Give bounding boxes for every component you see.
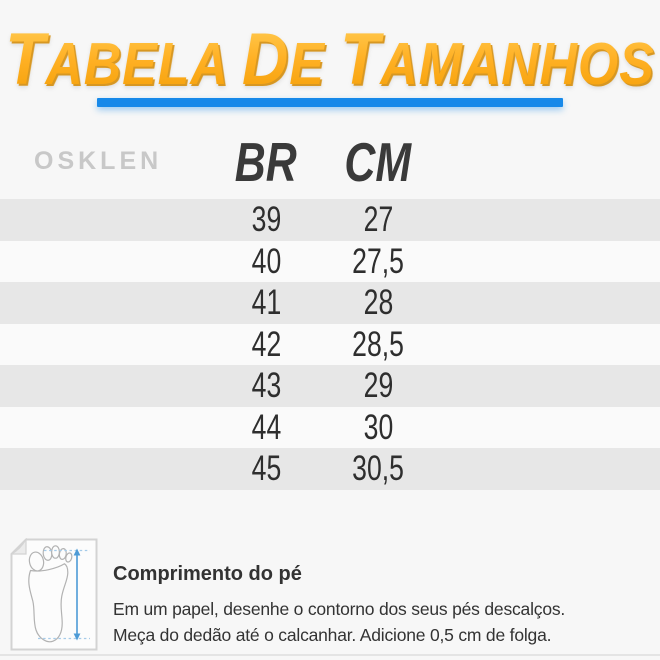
paper-fold <box>11 538 27 555</box>
measure-arrow <box>73 548 81 641</box>
measure-text-block: Comprimento do pé Em um papel, desenhe o… <box>113 538 565 651</box>
cm-size-cell: 29 <box>363 366 393 405</box>
table-header: OSKLEN BR CM <box>0 131 660 199</box>
measure-instruction-line2: Meça do dedão até o calcanhar. Adicione … <box>113 625 552 645</box>
br-size-cell: 42 <box>251 324 281 364</box>
br-size-cell: 41 <box>251 283 281 322</box>
title-underline <box>97 98 563 107</box>
column-header-cm: CM <box>344 131 412 193</box>
title-block: TABELA DE TAMANHOS <box>0 10 660 96</box>
table-row: 44 30 <box>0 406 660 448</box>
measure-heading: Comprimento do pé <box>113 563 302 585</box>
br-size-cell: 40 <box>251 241 281 281</box>
column-header-br: BR <box>235 131 297 193</box>
measure-guide-lines <box>38 549 90 640</box>
foot-measure-icon <box>10 538 98 651</box>
foot-outline <box>28 545 73 643</box>
table-row: 42 28,5 <box>0 323 660 365</box>
br-size-cell: 43 <box>251 366 281 405</box>
cm-size-cell: 28,5 <box>352 324 404 364</box>
cm-size-cell: 28 <box>363 283 393 322</box>
cm-size-cell: 27 <box>363 200 393 239</box>
table-row: 43 29 <box>0 365 660 407</box>
measure-instructions: Comprimento do pé Em um papel, desenhe o… <box>10 538 565 651</box>
cm-size-cell: 27,5 <box>352 241 404 281</box>
br-size-cell: 44 <box>251 407 281 447</box>
bottom-divider <box>0 654 660 656</box>
br-size-cell: 39 <box>251 200 281 239</box>
page-title: TABELA DE TAMANHOS <box>5 19 655 100</box>
measure-instruction-line1: Em um papel, desenhe o contorno dos seus… <box>113 599 566 619</box>
cm-size-cell: 30 <box>363 407 393 447</box>
table-row: 45 30,5 <box>0 448 660 490</box>
table-row: 39 27 <box>0 199 660 241</box>
table-row: 41 28 <box>0 282 660 324</box>
size-table: 39 27 40 27,5 41 28 42 28,5 43 29 44 30 … <box>0 199 660 490</box>
br-size-cell: 45 <box>251 449 281 488</box>
table-row: 40 27,5 <box>0 240 660 282</box>
brand-label: OSKLEN <box>34 147 163 175</box>
cm-size-cell: 30,5 <box>352 449 404 488</box>
